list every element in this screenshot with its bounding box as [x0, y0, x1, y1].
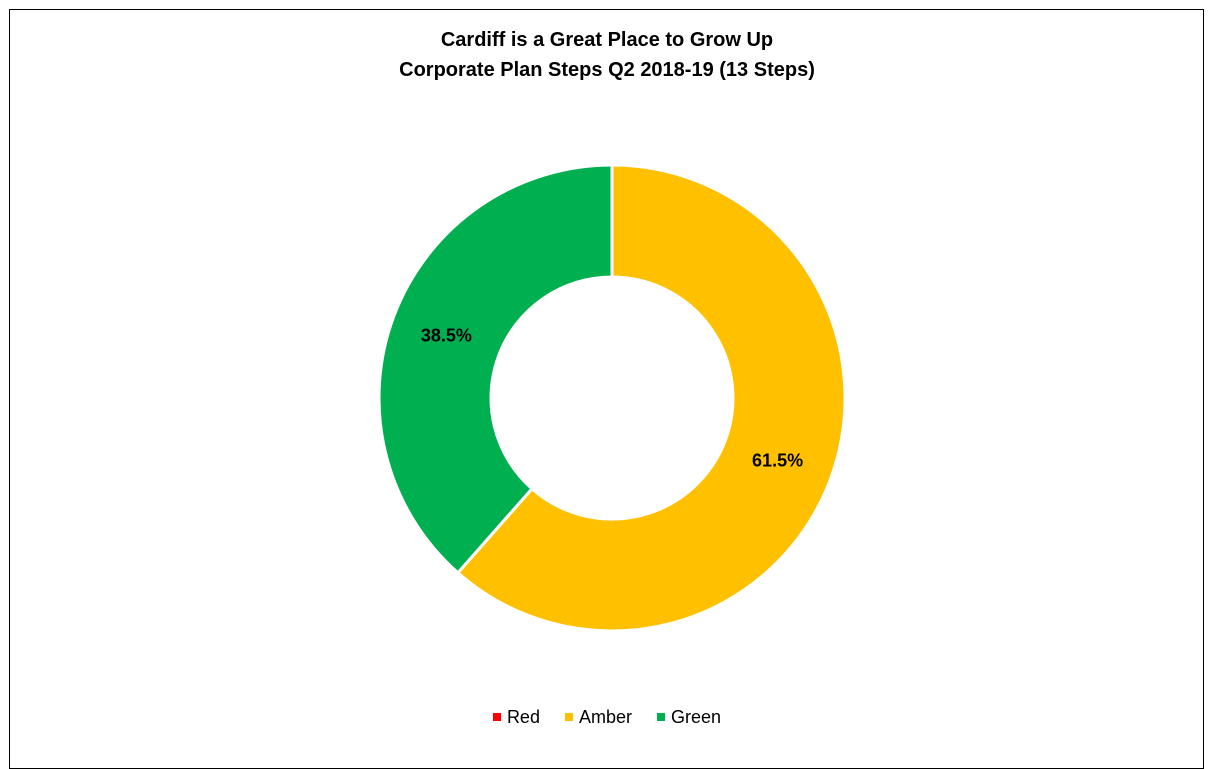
donut-slice-green [377, 163, 614, 575]
legend-swatch-amber [564, 712, 573, 721]
chart-title-block: Cardiff is a Great Place to Grow Up Corp… [0, 25, 1214, 85]
legend-label-red: Red [506, 707, 540, 728]
legend-swatch-green [657, 712, 666, 721]
chart-legend: Red Amber Green [0, 706, 1214, 728]
donut-slice-amber [455, 163, 847, 633]
legend-item-green: Green [657, 706, 721, 728]
chart-subtitle: Corporate Plan Steps Q2 2018-19 (13 Step… [399, 59, 815, 81]
chart-frame [9, 9, 1204, 769]
legend-label-green: Green [671, 707, 722, 728]
legend-item-red: Red [492, 706, 540, 728]
legend-swatch-red [492, 712, 501, 721]
legend-item-amber: Amber [564, 706, 632, 728]
chart-title: Cardiff is a Great Place to Grow Up [440, 29, 774, 51]
data-label-amber: 61.5% [752, 451, 803, 471]
legend-label-amber: Amber [578, 707, 632, 728]
data-label-green: 38.5% [421, 325, 472, 345]
